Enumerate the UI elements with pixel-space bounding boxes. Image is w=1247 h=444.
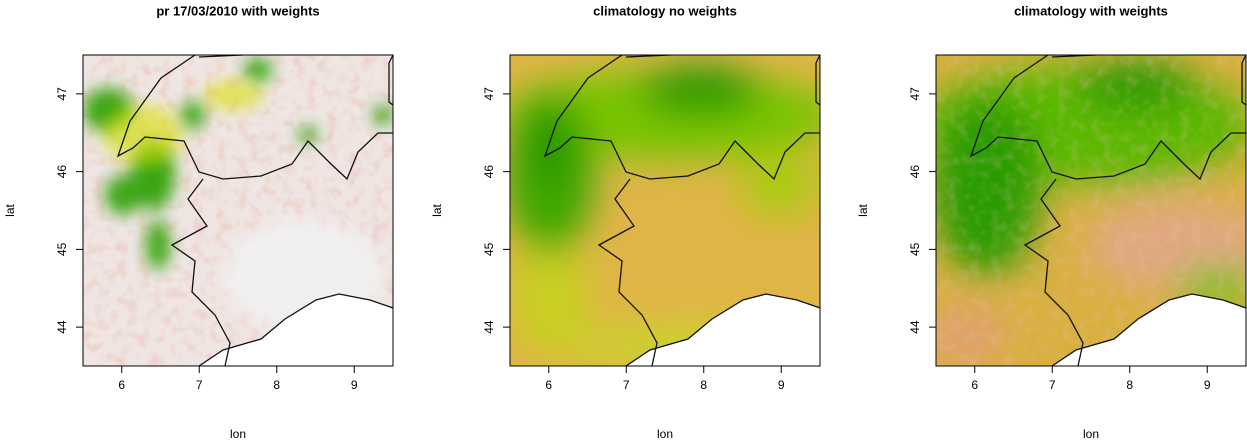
panel-title: climatology with weights: [1014, 3, 1168, 18]
raster: [83, 55, 393, 366]
x-axis-label: lon: [230, 427, 246, 441]
y-tick-label: 45: [55, 242, 69, 256]
x-axis-label: lon: [1083, 427, 1099, 441]
x-tick-label: 6: [118, 378, 125, 392]
map-panel: climatology with weights 6 7 8 9 44 45 46 47 lon l…: [856, 3, 1247, 441]
y-tick-label: 44: [55, 320, 69, 334]
y-axis-label: lat: [430, 204, 444, 217]
x-tick-label: 7: [1049, 378, 1056, 392]
plot-frame: [82, 54, 394, 367]
y-tick-label: 45: [908, 242, 922, 256]
x-tick-label: 8: [273, 378, 280, 392]
map-panel: climatology no weights 6 7 8 9 44 45 46 47 lon lat: [430, 3, 821, 441]
y-tick-label: 46: [55, 165, 69, 179]
x-tick-label: 7: [623, 378, 630, 392]
y-axis-label: lat: [856, 204, 870, 217]
y-tick-label: 47: [482, 87, 496, 101]
x-tick-label: 6: [545, 378, 552, 392]
y-tick-label: 44: [482, 320, 496, 334]
x-tick-label: 8: [1126, 378, 1133, 392]
panel-title: pr 17/03/2010 with weights: [156, 3, 319, 18]
x-tick-label: 7: [196, 378, 203, 392]
x-tick-label: 8: [700, 378, 707, 392]
y-tick-label: 47: [55, 87, 69, 101]
y-axis-label: lat: [3, 204, 17, 217]
map-panel: pr 17/03/2010 with weights 6 7 8 9 44 45 46 47 lo…: [3, 3, 394, 441]
y-tick-label: 44: [908, 320, 922, 334]
x-tick-label: 9: [351, 378, 358, 392]
y-tick-label: 45: [482, 242, 496, 256]
plot-frame: [935, 54, 1247, 367]
y-tick-label: 46: [482, 165, 496, 179]
y-tick-label: 47: [908, 87, 922, 101]
x-tick-label: 9: [1204, 378, 1211, 392]
panel-title: climatology no weights: [593, 3, 737, 18]
x-tick-label: 9: [778, 378, 785, 392]
x-axis-label: lon: [657, 427, 673, 441]
plot-frame: [509, 54, 821, 367]
raster: [500, 55, 820, 366]
x-tick-label: 6: [971, 378, 978, 392]
raster: [916, 55, 1246, 366]
y-tick-label: 46: [908, 165, 922, 179]
